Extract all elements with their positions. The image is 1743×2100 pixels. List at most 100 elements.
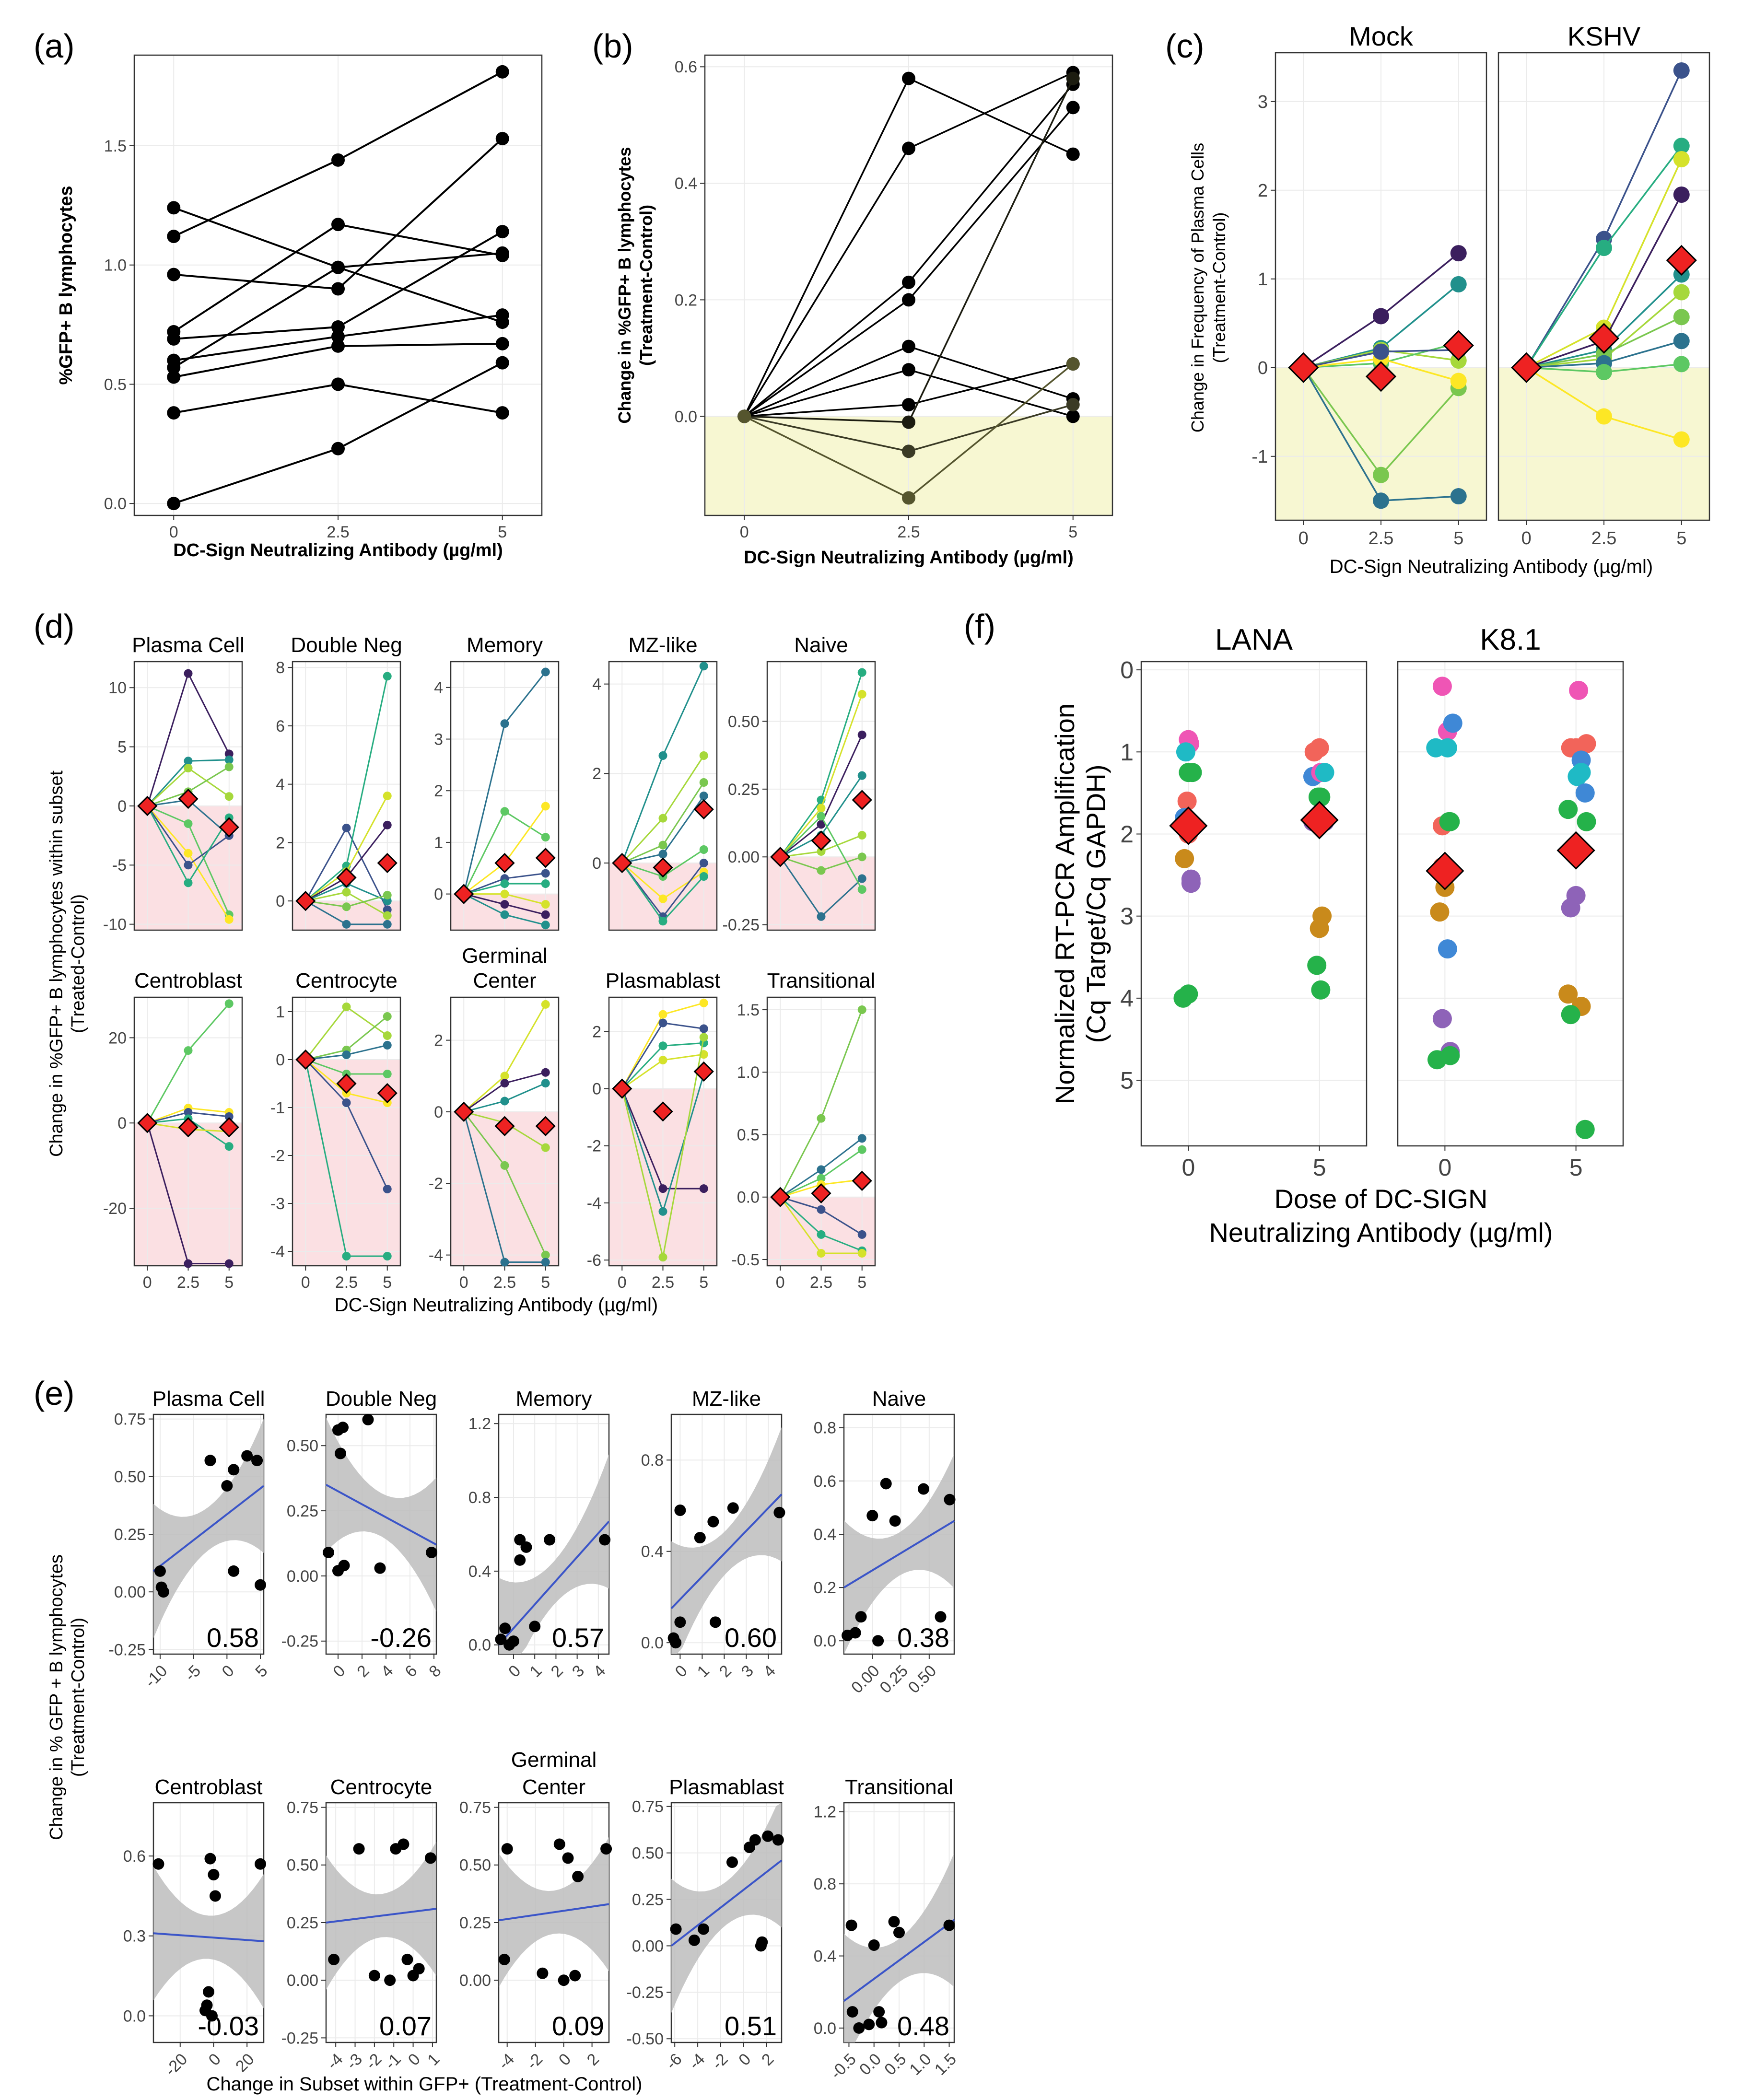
data-point xyxy=(1443,713,1462,733)
data-point xyxy=(726,1856,738,1868)
data-point xyxy=(331,320,345,334)
x-tick-label: 5 xyxy=(224,1273,234,1292)
data-point xyxy=(251,1455,263,1467)
facet-title: Double Neg xyxy=(326,1387,437,1411)
data-point xyxy=(1450,276,1467,292)
data-point xyxy=(855,1611,867,1623)
data-point xyxy=(749,1834,761,1846)
data-point xyxy=(1596,364,1612,381)
x-tick-label: 0 xyxy=(1298,528,1309,548)
data-point xyxy=(857,1145,866,1154)
facet-title: Plasma Cell xyxy=(132,633,245,657)
mean-diamond xyxy=(1666,245,1697,276)
data-point xyxy=(1558,800,1578,819)
y-tick-label: 4 xyxy=(592,676,601,694)
x-tick-label: 1 xyxy=(694,1662,713,1681)
data-point xyxy=(849,1627,861,1639)
y-tick-label: 0.75 xyxy=(114,1411,146,1429)
data-point xyxy=(500,1079,509,1088)
data-point xyxy=(857,668,866,677)
regression-line xyxy=(498,1520,610,1646)
data-point xyxy=(1440,1046,1460,1065)
y-tick-label: 0.6 xyxy=(123,1847,146,1866)
y-tick-label: 0.8 xyxy=(468,1489,491,1507)
data-point xyxy=(184,757,193,766)
data-point xyxy=(184,819,193,828)
data-point xyxy=(857,874,866,883)
data-point xyxy=(500,1258,509,1267)
x-tick-label: 5 xyxy=(1569,1154,1583,1181)
x-tick-label: -6 xyxy=(662,2050,685,2073)
data-point xyxy=(707,1516,719,1528)
y-tick-label: 5 xyxy=(1120,1067,1134,1094)
data-point xyxy=(727,1502,739,1514)
y-tick-label: -0.25 xyxy=(723,916,760,934)
x-tick-label: 5 xyxy=(252,1662,271,1681)
data-point xyxy=(1066,398,1080,412)
confidence-band xyxy=(844,1853,954,2042)
correlation-value: 0.57 xyxy=(552,1622,604,1653)
y-axis-title: Change in %GFP+ B lymphocytes within sub… xyxy=(47,770,67,1157)
data-point xyxy=(762,1830,774,1842)
regression-line xyxy=(326,1483,437,1546)
x-tick-label: 0.5 xyxy=(881,2050,910,2079)
y-axis-title-line2: (Treatment-Control) xyxy=(636,205,656,366)
data-point xyxy=(658,917,667,926)
correlation-value: 0.07 xyxy=(379,2011,432,2041)
data-point xyxy=(1430,902,1450,922)
y-tick-label: 0.75 xyxy=(459,1799,491,1817)
data-point xyxy=(184,669,193,678)
data-point xyxy=(1569,680,1589,700)
x-tick-label: 2 xyxy=(758,2050,777,2069)
x-tick-label: 0 xyxy=(505,1662,524,1681)
x-tick-label: 2 xyxy=(584,2050,603,2069)
mean-diamond xyxy=(377,1083,398,1104)
data-point xyxy=(541,921,550,930)
facet-title: Naive xyxy=(872,1387,926,1411)
data-point xyxy=(228,1565,240,1577)
data-point xyxy=(1373,467,1389,483)
y-tick-label: 0 xyxy=(1258,358,1268,378)
data-point xyxy=(500,1161,509,1170)
data-point xyxy=(383,672,392,681)
data-point xyxy=(670,1637,682,1649)
data-point xyxy=(383,1185,392,1193)
data-point xyxy=(902,293,915,307)
data-point xyxy=(495,225,509,239)
mean-diamond xyxy=(219,1117,239,1138)
y-tick-label: 0.50 xyxy=(114,1468,146,1486)
data-point xyxy=(876,2017,888,2029)
data-point xyxy=(184,1046,193,1055)
data-point xyxy=(495,337,509,350)
data-point xyxy=(342,823,351,832)
data-point xyxy=(228,1464,240,1476)
mean-diamond xyxy=(137,795,158,817)
y-tick-label: 1 xyxy=(276,1003,285,1021)
data-point xyxy=(1304,742,1324,762)
y-tick-label: 0.6 xyxy=(675,58,697,76)
y-tick-label: 3 xyxy=(1120,903,1134,930)
data-point xyxy=(935,1611,947,1623)
x-tick-label: -2 xyxy=(362,2050,385,2073)
y-tick-label: -0.25 xyxy=(627,1983,664,2002)
y-tick-label: -4 xyxy=(270,1243,285,1261)
data-point xyxy=(167,497,181,511)
data-point xyxy=(157,1586,169,1598)
data-point xyxy=(1577,812,1596,831)
y-tick-label: 0.00 xyxy=(632,1937,664,1955)
data-point xyxy=(184,861,193,870)
data-point xyxy=(203,1986,214,1998)
x-tick-label: 0 xyxy=(735,2050,754,2069)
facet-title: Centroblast xyxy=(134,969,242,992)
x-tick-label: 5 xyxy=(1068,523,1077,541)
correlation-value: 0.58 xyxy=(207,1622,259,1653)
data-point xyxy=(1175,849,1194,868)
data-point xyxy=(699,662,708,671)
data-point xyxy=(383,1012,392,1021)
facet-title: Centroblast xyxy=(154,1775,262,1799)
mean-diamond xyxy=(295,1049,316,1070)
x-tick-label: 2.5 xyxy=(493,1273,516,1292)
data-point xyxy=(208,1869,220,1880)
x-tick-label: 6 xyxy=(401,1662,421,1681)
mean-diamond xyxy=(811,1183,831,1204)
